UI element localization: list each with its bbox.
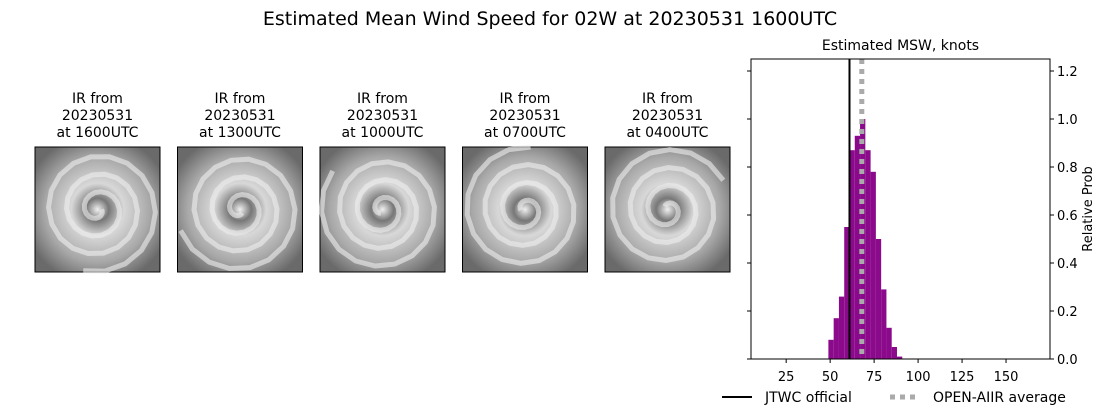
panel-label: at 1300UTC bbox=[199, 125, 281, 141]
x-tick-label: 75 bbox=[866, 370, 883, 385]
panel-label: 20230531 bbox=[62, 108, 133, 124]
cloud-band bbox=[610, 146, 726, 264]
y-tick-label: 0.0 bbox=[1057, 353, 1078, 368]
cloud-band bbox=[45, 154, 158, 274]
x-tick-label: 150 bbox=[994, 370, 1019, 385]
y-tick-label: 1.2 bbox=[1057, 65, 1078, 80]
panel-label: at 1000UTC bbox=[342, 125, 424, 141]
x-tick-label: 100 bbox=[906, 370, 931, 385]
bar bbox=[854, 135, 861, 359]
bar bbox=[881, 289, 887, 359]
bar bbox=[828, 339, 834, 359]
panel-label: 20230531 bbox=[204, 108, 275, 124]
y-tick-label: 0.6 bbox=[1057, 209, 1078, 224]
panel-label: at 1600UTC bbox=[57, 125, 139, 141]
panel-label: 20230531 bbox=[632, 108, 703, 124]
bar bbox=[833, 318, 839, 359]
cloud-band bbox=[319, 159, 437, 269]
bar bbox=[886, 327, 892, 359]
panel-label: IR from bbox=[357, 91, 408, 107]
x-tick-label: 50 bbox=[822, 370, 839, 385]
bar bbox=[849, 150, 855, 359]
panel-label: 20230531 bbox=[489, 108, 560, 124]
bar bbox=[838, 296, 845, 359]
bar bbox=[870, 171, 876, 359]
y-tick-label: 0.8 bbox=[1057, 161, 1078, 176]
bar bbox=[875, 239, 882, 359]
plot-frame bbox=[750, 58, 1051, 360]
panel-label: 20230531 bbox=[347, 108, 418, 124]
bar bbox=[865, 150, 871, 359]
bar bbox=[896, 356, 903, 359]
chart-title: Estimated MSW, knots bbox=[822, 38, 979, 54]
panel-label: IR from bbox=[72, 91, 123, 107]
x-tick-label: 125 bbox=[950, 370, 975, 385]
y-tick-label: 1.0 bbox=[1057, 113, 1078, 128]
bar bbox=[844, 227, 850, 359]
cloud-band bbox=[464, 144, 577, 266]
y-tick-label: 0.2 bbox=[1057, 305, 1078, 320]
panel-label: at 0400UTC bbox=[627, 125, 709, 141]
panel-label: IR from bbox=[215, 91, 266, 107]
legend-label: JTWC official bbox=[764, 390, 852, 406]
panel-label: IR from bbox=[500, 91, 551, 107]
panel-label: IR from bbox=[642, 91, 693, 107]
legend-label: OPEN-AIIR average bbox=[933, 390, 1066, 406]
y-axis-label: Relative Prob bbox=[1081, 166, 1096, 251]
panel-label: at 0700UTC bbox=[484, 125, 566, 141]
x-tick-label: 25 bbox=[778, 370, 795, 385]
bar bbox=[891, 347, 897, 359]
main-title: Estimated Mean Wind Speed for 02W at 202… bbox=[263, 8, 837, 30]
y-tick-label: 0.4 bbox=[1057, 257, 1078, 272]
cloud-band bbox=[178, 156, 298, 272]
